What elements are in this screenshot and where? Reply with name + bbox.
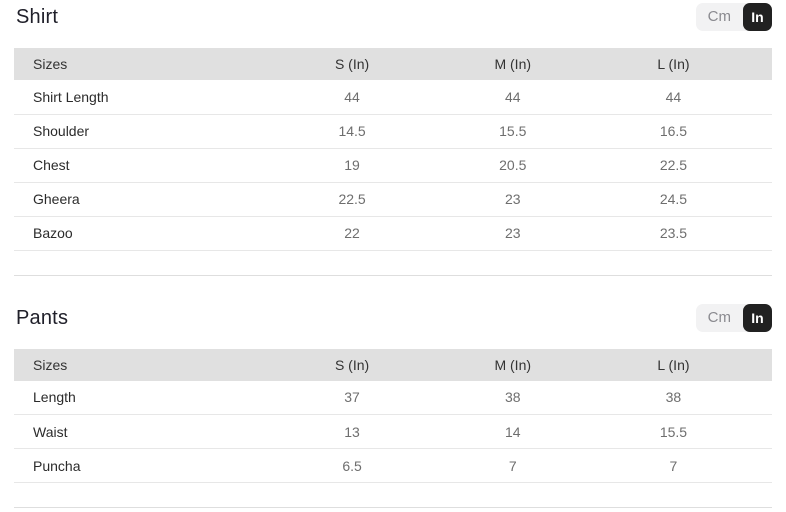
- row-value-cell: 44: [271, 80, 433, 115]
- row-value-cell: 38: [432, 380, 594, 415]
- row-value-cell: 22.5: [593, 148, 754, 183]
- row-value-cell: 15.5: [432, 114, 594, 149]
- table-row: Waist 13 14 15.5: [14, 414, 772, 449]
- shirt-unit-toggle: Cm In: [695, 3, 772, 31]
- row-value-cell: 14.5: [271, 114, 433, 149]
- row-filler-cell: [753, 148, 772, 183]
- table-spacer-row: [14, 250, 772, 276]
- row-label-cell: Waist: [14, 414, 272, 449]
- row-value-cell: 38: [593, 380, 754, 415]
- section-pants: Pants Cm In Sizes S (In) M (In) L (In): [14, 303, 772, 508]
- row-filler-cell: [753, 114, 772, 149]
- row-label-cell: Chest: [14, 148, 272, 183]
- shirt-cm-button[interactable]: Cm: [696, 3, 743, 31]
- row-value-cell: 19: [271, 148, 433, 183]
- column-header-filler: [753, 48, 772, 80]
- shirt-table-header-row: Sizes S (In) M (In) L (In): [14, 48, 772, 80]
- row-label-cell: Gheera: [14, 182, 272, 217]
- row-value-cell: 23: [432, 216, 594, 251]
- row-value-cell: 22: [271, 216, 433, 251]
- row-value-cell: 37: [271, 380, 433, 415]
- table-spacer-cell: [14, 250, 772, 276]
- row-filler-cell: [753, 80, 772, 115]
- column-header-s: S (In): [271, 48, 433, 80]
- column-header-sizes: Sizes: [14, 48, 272, 80]
- table-row: Shoulder 14.5 15.5 16.5: [14, 114, 772, 149]
- row-value-cell: 44: [432, 80, 594, 115]
- row-value-cell: 22.5: [271, 182, 433, 217]
- row-value-cell: 7: [432, 448, 594, 483]
- row-filler-cell: [753, 380, 772, 415]
- row-value-cell: 24.5: [593, 182, 754, 217]
- table-row: Shirt Length 44 44 44: [14, 80, 772, 115]
- shirt-in-button[interactable]: In: [743, 3, 772, 31]
- section-shirt: Shirt Cm In Sizes S (In) M (In) L (In): [14, 2, 772, 276]
- table-row: Chest 19 20.5 22.5: [14, 148, 772, 183]
- shirt-size-table: Sizes S (In) M (In) L (In) Shirt Length …: [14, 48, 772, 276]
- row-value-cell: 44: [593, 80, 754, 115]
- column-header-l: L (In): [593, 48, 754, 80]
- pants-unit-toggle: Cm In: [695, 303, 772, 332]
- table-spacer-cell: [14, 482, 772, 508]
- shirt-section-title: Shirt: [16, 6, 59, 28]
- table-row: Gheera 22.5 23 24.5: [14, 182, 772, 217]
- row-value-cell: 23: [432, 182, 594, 217]
- pants-cm-button[interactable]: Cm: [696, 304, 743, 332]
- column-header-m: M (In): [432, 48, 594, 80]
- row-label-cell: Shirt Length: [14, 80, 272, 115]
- row-filler-cell: [753, 448, 772, 483]
- table-row: Length 37 38 38: [14, 380, 772, 415]
- pants-section-title: Pants: [16, 306, 69, 329]
- row-label-cell: Bazoo: [14, 216, 272, 251]
- row-value-cell: 16.5: [593, 114, 754, 149]
- column-header-sizes: Sizes: [14, 348, 272, 381]
- row-filler-cell: [753, 216, 772, 251]
- row-label-cell: Length: [14, 380, 272, 415]
- column-header-filler: [753, 348, 772, 381]
- row-value-cell: 7: [593, 448, 754, 483]
- column-header-l: L (In): [593, 348, 754, 381]
- row-filler-cell: [753, 414, 772, 449]
- pants-in-button[interactable]: In: [743, 303, 772, 332]
- row-value-cell: 6.5: [271, 448, 433, 483]
- column-header-m: M (In): [432, 348, 594, 381]
- table-row: Puncha 6.5 7 7: [14, 448, 772, 483]
- pants-table-header-row: Sizes S (In) M (In) L (In): [14, 348, 772, 381]
- row-label-cell: Puncha: [14, 448, 272, 483]
- column-header-s: S (In): [271, 348, 433, 381]
- pants-size-table: Sizes S (In) M (In) L (In) Length 37 38 …: [14, 348, 772, 508]
- row-label-cell: Shoulder: [14, 114, 272, 149]
- row-value-cell: 14: [432, 414, 594, 449]
- row-value-cell: 13: [271, 414, 433, 449]
- pants-section-header: Pants Cm In: [14, 303, 772, 333]
- shirt-section-header: Shirt Cm In: [14, 2, 772, 32]
- row-value-cell: 20.5: [432, 148, 594, 183]
- row-value-cell: 23.5: [593, 216, 754, 251]
- row-value-cell: 15.5: [593, 414, 754, 449]
- table-row: Bazoo 22 23 23.5: [14, 216, 772, 251]
- row-filler-cell: [753, 182, 772, 217]
- table-spacer-row: [14, 482, 772, 508]
